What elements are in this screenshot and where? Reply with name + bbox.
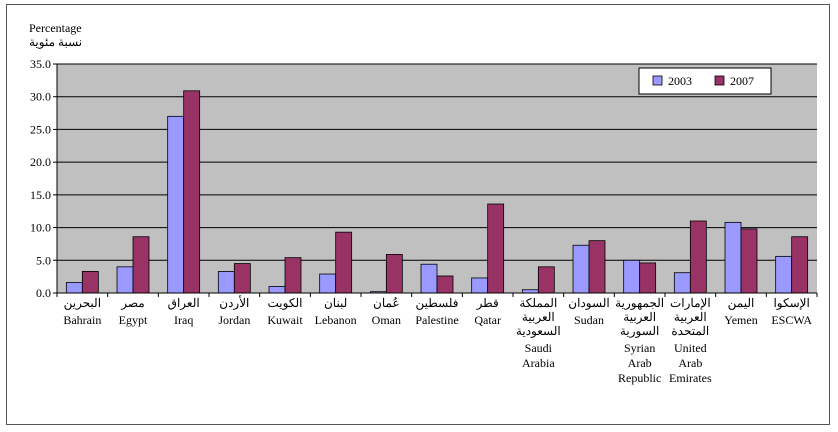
category-label-english: Saudi — [525, 341, 553, 355]
bar-2007-jordan — [234, 264, 250, 293]
category-label-arabic: العربية — [674, 310, 707, 324]
y-tick-label: 35.0 — [30, 57, 51, 71]
category-label-english: Republic — [618, 371, 661, 385]
bar-2007-kuwait — [285, 258, 301, 293]
y-tick-label: 25.0 — [30, 122, 51, 136]
category-label-english: Palestine — [415, 313, 458, 327]
bar-2007-united-arab-emirates — [690, 221, 706, 293]
bar-2007-sudan — [589, 241, 605, 293]
y-axis-label-english: Percentage — [29, 21, 82, 35]
category-label-english: Lebanon — [315, 313, 357, 327]
category-label-arabic: العربية — [522, 310, 555, 324]
category-label-english: Arabia — [522, 356, 555, 370]
legend-swatch-2007 — [715, 76, 724, 85]
bar-2003-united-arab-emirates — [674, 273, 690, 293]
category-label-arabic: المتحدة — [671, 324, 709, 338]
bar-2003-egypt — [117, 267, 133, 293]
y-tick-label: 5.0 — [36, 253, 51, 267]
legend-swatch-2003 — [653, 76, 662, 85]
category-label-arabic: عُمان — [373, 296, 400, 310]
category-label-english: Qatar — [474, 313, 501, 327]
category-label-english: Sudan — [574, 313, 604, 327]
category-label-arabic: السودان — [568, 296, 609, 310]
y-tick-label: 10.0 — [30, 221, 51, 235]
legend-label-2003: 2003 — [668, 74, 692, 88]
category-label-arabic: مصر — [120, 296, 144, 310]
bar-2003-yemen — [725, 222, 741, 293]
legend: 2003 2007 — [639, 68, 771, 94]
chart-frame: Percentage نسبة مئوية 0.0 5.0 10.0 15.0 20.0… — [6, 4, 830, 425]
category-label-arabic: الأردن — [219, 295, 249, 310]
category-label-arabic: العراق — [168, 296, 200, 310]
bar-2007-qatar — [488, 204, 504, 293]
category-label-arabic: الكويت — [268, 296, 303, 310]
category-label-english: Oman — [372, 313, 401, 327]
category-label-arabic: السعودية — [516, 324, 561, 338]
category-label-english: United — [674, 341, 707, 355]
category-label-english: Syrian — [624, 341, 655, 355]
category-labels: البحرين Bahrain مصر Egypt العراق Iraq الأردن Jo… — [63, 295, 812, 385]
category-label-english: Jordan — [218, 313, 250, 327]
bar-2007-palestine — [437, 276, 453, 293]
category-label-english: Bahrain — [63, 313, 101, 327]
bar-2003-qatar — [472, 278, 488, 293]
category-label-english: Egypt — [119, 313, 148, 327]
category-label-arabic: السورية — [620, 324, 659, 338]
bar-2007-saudi-arabia — [538, 267, 554, 293]
category-label-arabic: المملكة — [519, 296, 557, 310]
bar-2003-palestine — [421, 264, 437, 293]
category-label-arabic: قطر — [476, 296, 499, 310]
category-label-english: Emirates — [669, 371, 712, 385]
bar-2003-bahrain — [66, 283, 82, 293]
category-label-arabic: الإسكوا — [773, 296, 809, 311]
bar-2007-lebanon — [336, 232, 352, 293]
category-label-english: Kuwait — [267, 313, 303, 327]
y-tick-label: 0.0 — [36, 286, 51, 300]
y-axis-ticks: 0.0 5.0 10.0 15.0 20.0 25.0 30.0 35.0 — [30, 57, 57, 300]
bar-2003-jordan — [218, 271, 234, 293]
category-label-arabic: اليمن — [728, 296, 755, 310]
bar-2007-syrian-arab-republic — [640, 263, 656, 293]
bar-2007-yemen — [741, 229, 757, 293]
category-label-arabic: البحرين — [64, 296, 101, 310]
category-label-arabic: فلسطين — [415, 296, 458, 310]
bar-2007-escwa — [792, 237, 808, 293]
category-label-arabic: الجمهورية — [615, 296, 664, 310]
bar-2003-iraq — [168, 116, 184, 293]
y-tick-label: 20.0 — [30, 155, 51, 169]
category-label-arabic: العربية — [623, 310, 656, 324]
category-label-english: Arab — [628, 356, 652, 370]
bar-2007-bahrain — [82, 271, 98, 293]
bar-2003-escwa — [776, 256, 792, 293]
bar-2007-iraq — [184, 91, 200, 293]
category-label-english: Yemen — [724, 313, 757, 327]
category-label-arabic: الإمارات — [670, 296, 711, 311]
bar-2003-lebanon — [320, 274, 336, 293]
category-label-english: ESCWA — [771, 313, 812, 327]
y-tick-label: 30.0 — [30, 90, 51, 104]
y-axis-label-arabic: نسبة مئوية — [29, 35, 82, 49]
bar-2007-egypt — [133, 237, 149, 293]
bar-2003-sudan — [573, 245, 589, 293]
category-label-arabic: لبنان — [324, 296, 347, 310]
bar-2007-oman — [386, 254, 402, 293]
category-label-english: Iraq — [174, 313, 193, 327]
category-label-english: Arab — [678, 356, 702, 370]
bar-2003-syrian-arab-republic — [624, 260, 640, 293]
legend-label-2007: 2007 — [730, 74, 754, 88]
bar-chart: Percentage نسبة مئوية 0.0 5.0 10.0 15.0 20.0… — [7, 5, 831, 426]
bar-2003-kuwait — [269, 286, 285, 293]
y-tick-label: 15.0 — [30, 188, 51, 202]
